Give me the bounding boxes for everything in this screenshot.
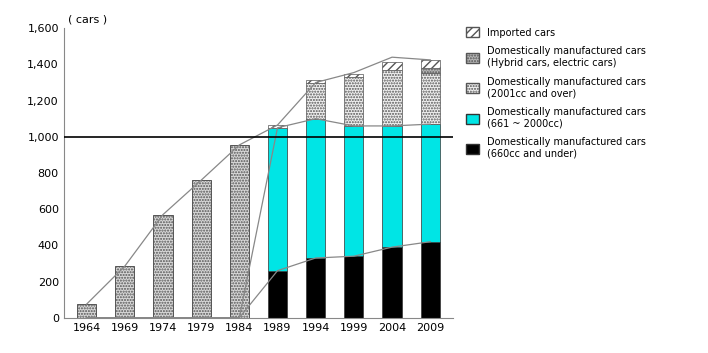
Text: ( cars ): ( cars ): [67, 14, 107, 25]
Bar: [344, 256, 363, 318]
Bar: [77, 304, 96, 318]
Bar: [268, 128, 287, 271]
Bar: [421, 60, 440, 68]
Bar: [344, 77, 363, 126]
Bar: [421, 124, 440, 242]
Bar: [115, 266, 135, 318]
Bar: [421, 242, 440, 318]
Bar: [268, 271, 287, 318]
Bar: [344, 74, 363, 77]
Bar: [306, 80, 325, 83]
Bar: [306, 258, 325, 318]
Bar: [421, 68, 440, 73]
Legend: Imported cars, Domestically manufactured cars
(Hybrid cars, electric cars), Dome: Imported cars, Domestically manufactured…: [466, 27, 646, 159]
Bar: [268, 125, 287, 128]
Bar: [192, 180, 211, 318]
Bar: [382, 247, 401, 318]
Bar: [421, 73, 440, 124]
Bar: [382, 126, 401, 247]
Bar: [306, 119, 325, 258]
Bar: [344, 126, 363, 256]
Bar: [382, 62, 401, 70]
Bar: [154, 215, 173, 318]
Bar: [230, 145, 249, 318]
Bar: [382, 70, 401, 126]
Bar: [306, 83, 325, 119]
